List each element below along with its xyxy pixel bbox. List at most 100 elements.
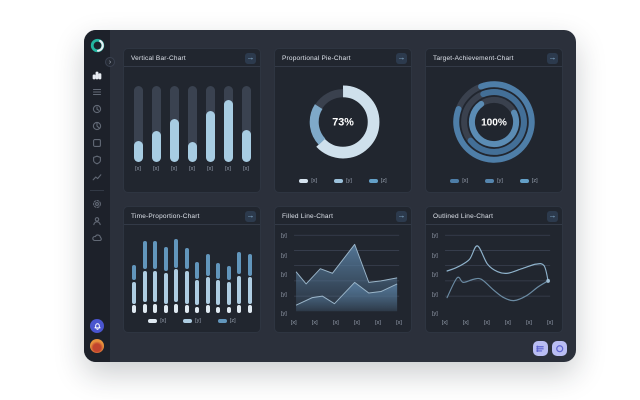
y-tick-label: [y] [432, 291, 438, 298]
legend-label: [x] [311, 178, 318, 184]
open-chart-button[interactable]: → [547, 52, 558, 64]
floating-action-buttons [533, 341, 567, 356]
stacked-bar-plot [124, 225, 260, 317]
bar-segment [237, 305, 242, 313]
stacked-bar [216, 263, 221, 313]
proportional-pie-chart: 73% [x] [y] [z] [275, 67, 411, 192]
bar-segment [184, 270, 189, 304]
card-vertical-bar-chart: Vertical Bar-Chart → [x] [x] [x] [x] [x] [x][… [123, 48, 261, 193]
bar-fill [241, 130, 251, 162]
bar-segment [132, 281, 137, 304]
legend-item: [x] [148, 318, 166, 324]
bar-segment [195, 306, 200, 313]
bar-segment [163, 305, 168, 313]
dashboard-grid: Vertical Bar-Chart → [x] [x] [x] [x] [x] [x][… [110, 30, 576, 362]
y-tick-label: [y] [281, 311, 287, 317]
sidebar-item-clock[interactable] [90, 103, 104, 115]
x-tick-label: [x] [505, 320, 511, 326]
vertical-bar-chart: [x] [x] [x] [x] [x] [x] [x] [124, 67, 260, 192]
card-target-achievement-chart: Target-Achievement-Chart → 100% [x] [y] [z] [425, 48, 563, 193]
fab-shape-circle[interactable] [552, 341, 567, 356]
bar-track [133, 85, 143, 162]
bar: [x] [205, 85, 215, 172]
arrow-right-icon: → [548, 211, 557, 220]
chart-legend: [x] [y] [z] [124, 317, 260, 332]
bar-segment [153, 241, 158, 270]
notification-badge[interactable] [90, 319, 104, 333]
bar: [x] [133, 85, 143, 172]
sidebar-item-cloud[interactable] [90, 232, 104, 244]
open-chart-button[interactable]: → [396, 210, 407, 222]
rings-plot: 100% [426, 67, 562, 177]
filled-line-chart: [y] [y] [y] [y] [y] [x] [x] [x] [x] [x] [x] [275, 225, 411, 332]
card-header: Vertical Bar-Chart → [124, 49, 260, 67]
x-tick-label: [x] [375, 320, 381, 326]
line-plot: [y] [y] [y] [y] [y] [x] [x] [x] [x] [x] [x] [275, 225, 411, 332]
bar-segment [216, 306, 221, 313]
y-tick-label: [y] [432, 311, 438, 317]
card-header: Filled Line-Chart → [275, 207, 411, 225]
card-header: Outlined Line-Chart → [426, 207, 562, 225]
legend-swatch [148, 319, 158, 323]
bar-segment [216, 263, 221, 279]
bar: [x] [241, 85, 251, 172]
sidebar-item-gear[interactable] [90, 198, 104, 210]
open-chart-button[interactable]: → [547, 210, 558, 222]
fab-menu-list[interactable] [533, 341, 548, 356]
card-time-proportion-chart: Time-Proportion-Chart → [x] [y] [z] [123, 206, 261, 333]
bar-segment [174, 239, 179, 268]
line-end-dot [546, 278, 550, 283]
bar: [x] [151, 85, 161, 172]
x-tick-label: [x] [290, 320, 297, 326]
stacked-bar [184, 247, 189, 313]
menu-list-icon [536, 345, 544, 353]
card-title: Time-Proportion-Chart [131, 212, 200, 220]
time-proportion-chart: [x] [y] [z] [124, 225, 260, 332]
bar-segment [184, 247, 189, 270]
sidebar-item-rows[interactable] [90, 86, 104, 98]
open-chart-button[interactable]: → [245, 52, 256, 64]
bar-segment [247, 277, 252, 304]
bar-segment [132, 264, 137, 281]
bar-track [223, 85, 233, 162]
sidebar-item-square[interactable] [90, 137, 104, 149]
open-chart-button[interactable]: → [396, 52, 407, 64]
profile-badge[interactable] [90, 339, 104, 353]
bar-segment [163, 272, 168, 304]
bar-segment [216, 280, 221, 306]
stacked-bar [195, 261, 200, 313]
stacked-bar [153, 241, 158, 313]
sidebar-item-user[interactable] [90, 215, 104, 227]
x-axis-labels: [x] [x] [x] [x] [x] [x] [290, 318, 403, 330]
bar-segment [247, 305, 252, 313]
bar-segment [205, 253, 210, 276]
bar-segment [237, 275, 242, 304]
x-tick-label: [x] [526, 320, 532, 326]
y-tick-label: [y] [281, 291, 287, 298]
arrow-right-icon: → [548, 53, 557, 62]
sidebar-collapse-button[interactable]: › [105, 57, 115, 67]
bar-segment [174, 269, 179, 303]
shape-circle-icon [556, 345, 564, 353]
sidebar-item-shield[interactable] [90, 154, 104, 166]
plot-main: [x] [x] [x] [x] [x] [x] [290, 233, 403, 330]
legend-label: [x] [462, 178, 469, 184]
arrow-right-icon: → [246, 53, 255, 62]
legend-label: [y] [346, 178, 352, 184]
legend-swatch [485, 179, 495, 183]
legend-item: [z] [368, 178, 387, 184]
card-filled-line-chart: Filled Line-Chart → [y] [y] [y] [y] [y] [x] [x… [274, 206, 412, 333]
legend-label: [x] [160, 318, 167, 324]
sidebar-item-trend[interactable] [90, 171, 104, 183]
bar-plot: [x] [x] [x] [x] [x] [x] [x] [124, 67, 260, 192]
card-header: Proportional Pie-Chart → [275, 49, 411, 67]
card-title: Vertical Bar-Chart [131, 54, 186, 62]
open-chart-button[interactable]: → [245, 210, 256, 222]
bar-segment [142, 241, 147, 270]
x-tick-label: [x] [483, 320, 490, 326]
user-icon [93, 217, 101, 226]
stacked-bar [247, 253, 252, 313]
sidebar-item-bar-chart[interactable] [90, 69, 104, 81]
sidebar-item-pie[interactable] [90, 120, 104, 132]
legend-item: [y] [485, 178, 503, 184]
